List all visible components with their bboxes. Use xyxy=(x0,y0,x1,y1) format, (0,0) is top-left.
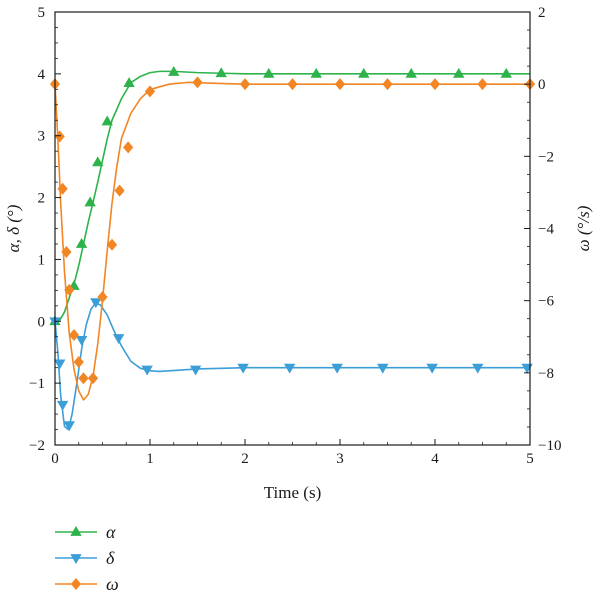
x-tick-label: 1 xyxy=(146,451,154,467)
omega-point xyxy=(57,182,68,195)
y-right-tick-label: 2 xyxy=(538,5,546,21)
y-left-tick-label: 3 xyxy=(38,129,46,145)
legend-omega-marker xyxy=(70,578,82,590)
legend-alpha-marker xyxy=(70,526,82,536)
legend-omega-label: ω xyxy=(106,574,119,594)
delta-point xyxy=(90,298,102,309)
alpha-point xyxy=(500,67,512,78)
y-left-tick-label: −2 xyxy=(29,438,45,454)
omega-line xyxy=(54,81,530,401)
y-left-tick-label: 0 xyxy=(38,314,46,330)
y-right-tick-label: −10 xyxy=(538,438,561,454)
y-right-tick-label: −6 xyxy=(538,294,554,310)
y-left-tick-label: 1 xyxy=(38,252,46,268)
legend-delta-label: δ xyxy=(106,548,115,568)
alpha-point xyxy=(84,196,96,207)
omega-point xyxy=(61,245,72,258)
delta-point xyxy=(377,363,389,374)
x-axis-title: Time (s) xyxy=(264,483,321,502)
x-tick-label: 4 xyxy=(431,451,439,467)
x-tick-label: 5 xyxy=(526,451,534,467)
alpha-point xyxy=(453,67,465,78)
delta-point xyxy=(54,359,66,370)
series-markers xyxy=(49,66,536,432)
tick-labels: 0 1 2 3 4 5 5 4 3 2 1 0 −1 −2 2 0 −2 −4 −6 −8 −10 xyxy=(29,5,561,467)
right-y-axis-title: ω (°/s) xyxy=(574,205,593,251)
y-left-tick-label: 4 xyxy=(38,67,46,83)
legend: αδω xyxy=(55,522,119,594)
delta-point xyxy=(237,363,249,374)
alpha-point xyxy=(168,66,180,76)
alpha-point xyxy=(310,67,322,78)
omega-point xyxy=(64,283,75,296)
delta-point xyxy=(56,400,69,411)
y-left-tick-label: 2 xyxy=(38,191,46,207)
omega-point xyxy=(106,238,118,251)
delta-point xyxy=(472,363,484,374)
x-tick-label: 2 xyxy=(241,451,249,467)
delta-line xyxy=(54,301,530,431)
omega-point xyxy=(192,76,203,89)
omega-point xyxy=(429,78,441,91)
alpha-point xyxy=(358,67,370,78)
delta-point xyxy=(521,363,533,374)
y-right-tick-label: −2 xyxy=(538,149,554,165)
axis-ticks xyxy=(54,11,531,446)
alpha-line xyxy=(54,70,530,323)
omega-point xyxy=(382,78,393,91)
series-curves xyxy=(54,70,530,431)
y-right-tick-label: −4 xyxy=(538,222,554,238)
delta-point xyxy=(63,421,75,432)
y-right-tick-label: 0 xyxy=(538,77,546,93)
left-y-axis-title: α, δ (°) xyxy=(4,204,23,252)
y-right-tick-label: −8 xyxy=(538,366,554,382)
omega-point xyxy=(68,328,80,341)
alpha-point xyxy=(101,115,113,126)
alpha-point xyxy=(92,156,104,167)
x-tick-label: 3 xyxy=(336,451,344,467)
y-left-tick-label: 5 xyxy=(38,5,46,21)
omega-point xyxy=(239,78,251,91)
alpha-point xyxy=(215,67,227,78)
omega-point xyxy=(87,372,99,385)
omega-point xyxy=(78,372,89,385)
omega-point xyxy=(114,184,125,197)
delta-point xyxy=(283,363,296,374)
omega-point xyxy=(334,78,346,91)
legend-delta-marker xyxy=(70,554,82,564)
omega-point xyxy=(97,291,108,304)
omega-point xyxy=(123,141,134,154)
x-tick-label: 0 xyxy=(51,451,59,467)
delta-point xyxy=(112,334,125,344)
alpha-point xyxy=(123,77,135,88)
alpha-point xyxy=(75,237,88,248)
omega-point xyxy=(144,85,156,98)
omega-point xyxy=(73,356,84,369)
omega-point xyxy=(477,78,488,91)
alpha-point xyxy=(405,67,417,78)
delta-point xyxy=(189,365,202,376)
delta-point xyxy=(426,363,438,374)
alpha-point xyxy=(263,67,275,78)
delta-point xyxy=(141,365,153,376)
delta-point xyxy=(75,335,88,346)
legend-alpha-label: α xyxy=(106,522,116,542)
y-left-tick-label: −1 xyxy=(29,376,45,392)
omega-point xyxy=(54,130,65,143)
delta-point xyxy=(331,363,343,374)
omega-point xyxy=(287,78,298,91)
